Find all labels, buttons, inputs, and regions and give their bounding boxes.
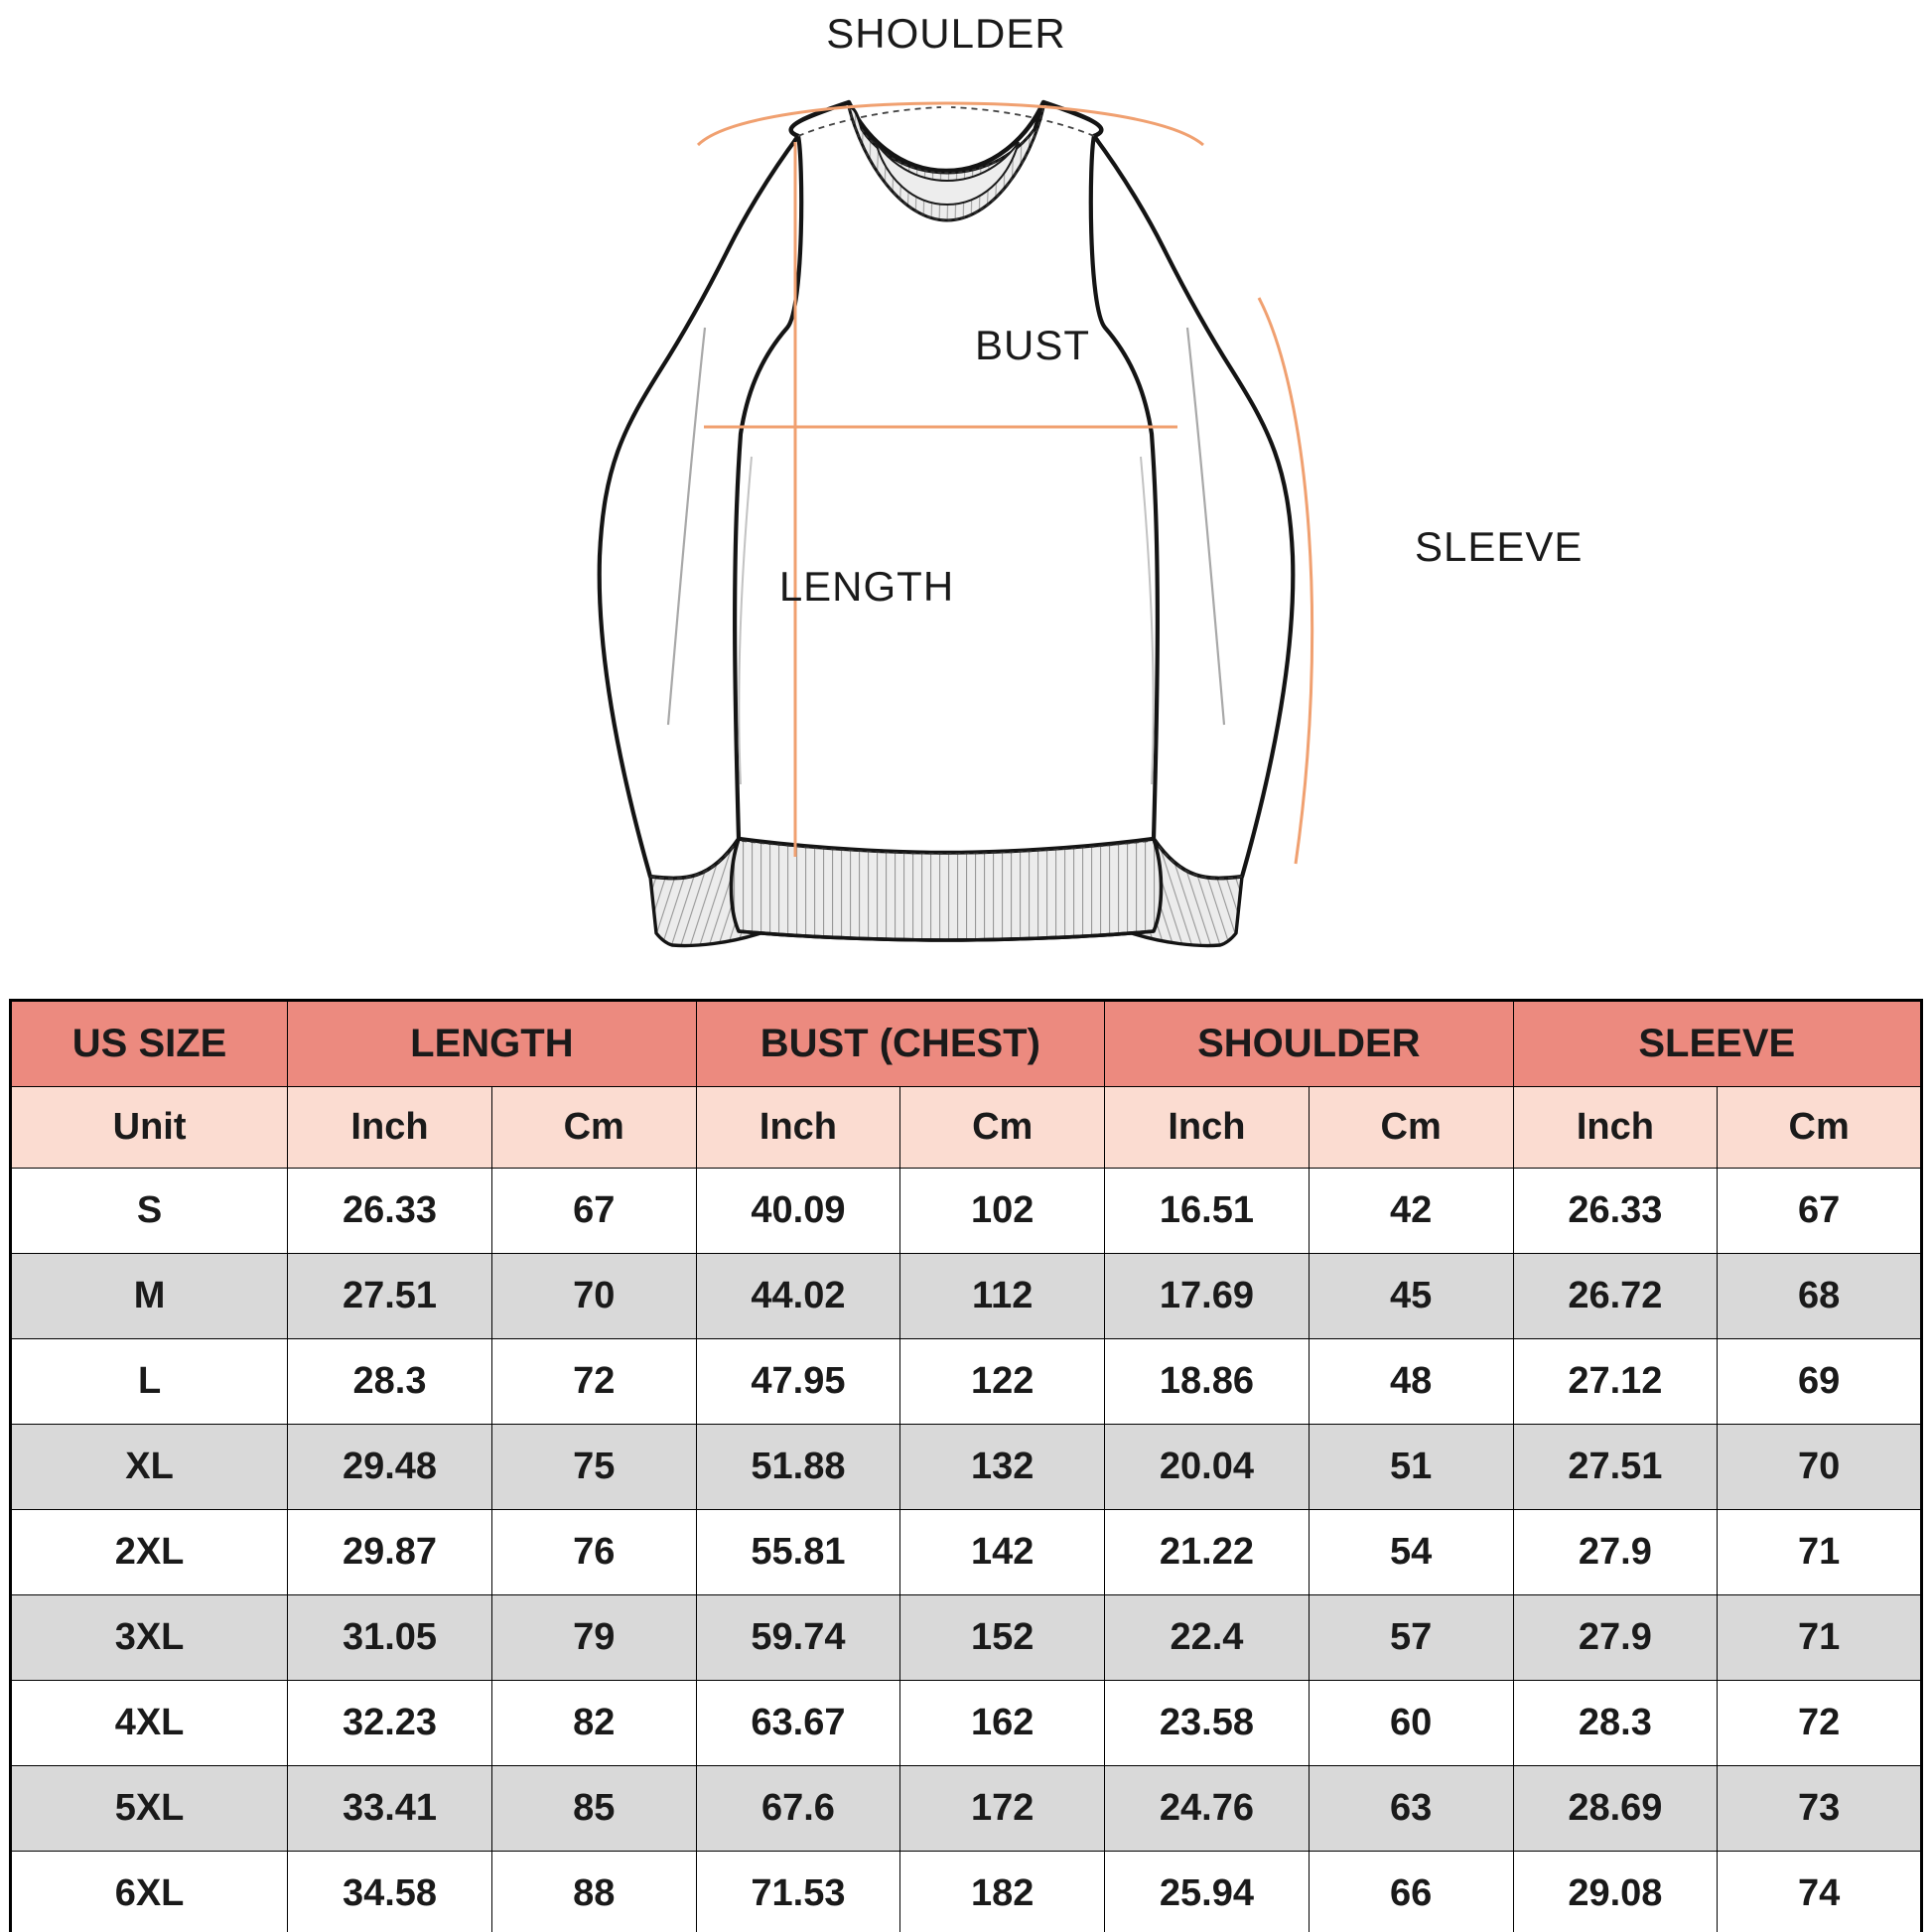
svg-text:BUST: BUST [975, 322, 1090, 368]
svg-text:SLEEVE: SLEEVE [1415, 523, 1583, 570]
svg-text:LENGTH: LENGTH [779, 563, 954, 610]
svg-text:SHOULDER: SHOULDER [826, 10, 1065, 57]
